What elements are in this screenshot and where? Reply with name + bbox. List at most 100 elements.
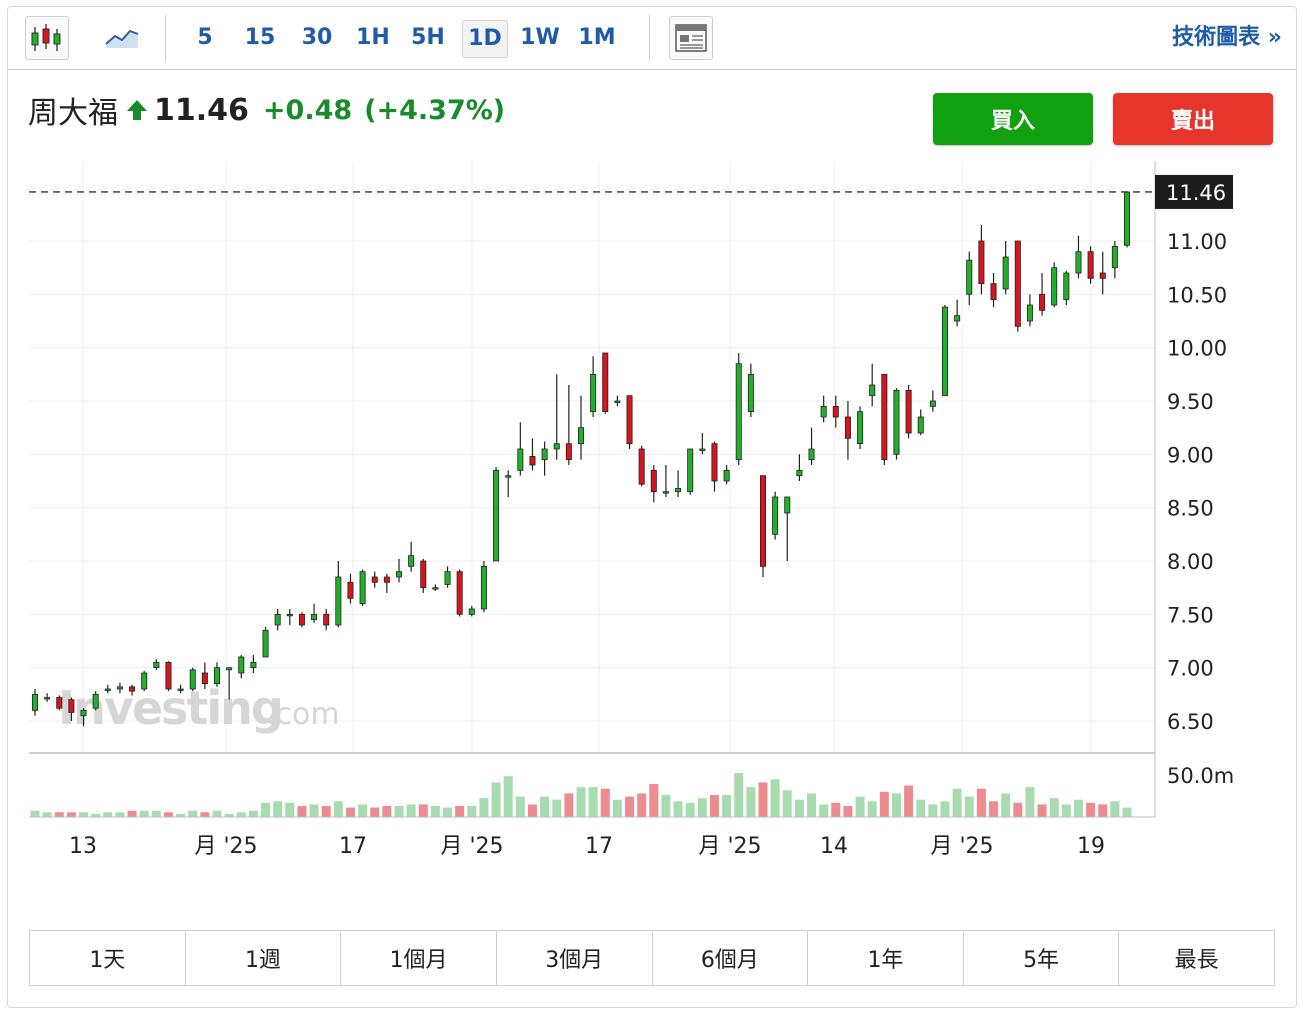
candle — [723, 465, 730, 485]
volume-bar — [503, 776, 513, 817]
volume-bar — [625, 796, 635, 817]
last-price-marker — [1155, 174, 1233, 209]
candle — [505, 470, 512, 497]
volume-bar — [807, 793, 817, 817]
range-1-month[interactable]: 1個月 — [341, 931, 497, 985]
last-price-label: 11.46 — [1166, 181, 1226, 205]
technical-chart-link[interactable]: 技術圖表 » — [1172, 25, 1282, 50]
volume-bar — [394, 806, 404, 817]
candlestick-icon[interactable] — [25, 16, 69, 60]
candle — [711, 441, 718, 492]
volume-bar — [382, 806, 392, 817]
volume-bar — [758, 782, 768, 817]
candle — [177, 684, 184, 694]
sell-button[interactable]: 賣出 — [1113, 93, 1273, 145]
interval-1h[interactable]: 1H — [356, 25, 390, 50]
candle — [869, 363, 876, 407]
volume-bar — [1061, 804, 1071, 817]
range-1-week[interactable]: 1週 — [186, 931, 342, 985]
candle — [1075, 235, 1082, 279]
interval-1m[interactable]: 1M — [578, 25, 616, 50]
x-tick-label: 19 — [1077, 834, 1105, 859]
interval-5h[interactable]: 5H — [411, 25, 445, 50]
y-tick-label: 10.00 — [1167, 337, 1227, 361]
range-1-year[interactable]: 1年 — [808, 931, 964, 985]
candle — [347, 573, 354, 604]
interval-15[interactable]: 15 — [244, 25, 276, 50]
volume-bar — [734, 773, 744, 817]
price-chart[interactable]: Investing .com 11.46 11.00 10.50 10.00 9.50… — [8, 7, 1296, 907]
buy-button[interactable]: 買入 — [933, 93, 1093, 145]
volume-bar — [1013, 802, 1023, 817]
volume-bar — [588, 787, 598, 817]
candle — [529, 438, 536, 471]
candle — [31, 689, 38, 716]
candle — [517, 422, 524, 476]
y-tick-label: 11.00 — [1167, 230, 1227, 254]
volume-bar — [1110, 801, 1120, 817]
volume-bar — [479, 798, 489, 817]
candle — [80, 708, 87, 727]
candle — [493, 467, 500, 562]
volume-bar — [30, 810, 40, 817]
price-change: +0.48 — [262, 94, 353, 126]
x-tick-label: 月 '25 — [194, 834, 257, 859]
x-tick-label: 17 — [585, 834, 613, 859]
candle — [1051, 262, 1058, 308]
volume-bar — [940, 801, 950, 817]
candle — [262, 627, 269, 658]
candle — [1099, 251, 1106, 295]
range-3-months[interactable]: 3個月 — [497, 931, 653, 985]
candle — [141, 670, 148, 692]
volume-bar — [91, 813, 101, 817]
x-tick-label: 14 — [820, 834, 848, 859]
candle — [238, 654, 245, 679]
volume-bar — [54, 812, 64, 817]
volume-bar — [430, 806, 440, 817]
interval-5[interactable]: 5 — [197, 25, 213, 50]
instrument-name: 周大福 — [28, 96, 118, 131]
volume-bar — [794, 799, 804, 817]
range-max[interactable]: 最長 — [1174, 948, 1219, 973]
candle — [772, 491, 779, 540]
candle — [56, 695, 63, 711]
news-layout-icon[interactable] — [669, 16, 713, 60]
range-5-years[interactable]: 5年 — [964, 931, 1120, 985]
volume-bar — [1098, 804, 1108, 817]
volume-bar — [527, 804, 537, 817]
candle — [881, 373, 888, 465]
volume-bar — [552, 799, 562, 817]
volume-bar — [1049, 798, 1059, 817]
candle — [1014, 240, 1021, 332]
volume-bar — [467, 806, 477, 817]
volume-bar — [176, 813, 186, 817]
candle — [408, 541, 415, 572]
volume-bar — [976, 788, 986, 817]
range-1-day[interactable]: 1天 — [30, 931, 186, 985]
y-tick-label: 9.00 — [1167, 443, 1214, 467]
line-chart-icon[interactable] — [101, 16, 143, 58]
interval-1d[interactable]: 1D — [462, 20, 508, 58]
volume-bar — [236, 812, 246, 817]
candle — [395, 558, 402, 583]
candle — [68, 697, 75, 721]
volume-bar — [1025, 787, 1035, 817]
volume-bar — [1122, 807, 1132, 817]
candle — [565, 385, 572, 465]
chart-toolbar: 5 15 30 1H 5H 1D 1W 1M 技術圖表 » — [8, 7, 1296, 70]
volume-bar — [127, 810, 137, 817]
interval-1w[interactable]: 1W — [520, 25, 560, 50]
volume-bar — [746, 787, 756, 817]
volume-bar — [989, 801, 999, 817]
interval-30[interactable]: 30 — [301, 25, 333, 50]
volume-bar — [151, 810, 161, 817]
volume-bar — [115, 812, 125, 817]
candle — [201, 662, 208, 689]
candle — [432, 584, 439, 591]
candle — [650, 465, 657, 503]
candle — [917, 409, 924, 436]
y-tick-label: 8.50 — [1167, 497, 1214, 521]
range-6-months[interactable]: 6個月 — [653, 931, 809, 985]
candle — [383, 573, 390, 593]
volume-bar — [600, 788, 610, 817]
